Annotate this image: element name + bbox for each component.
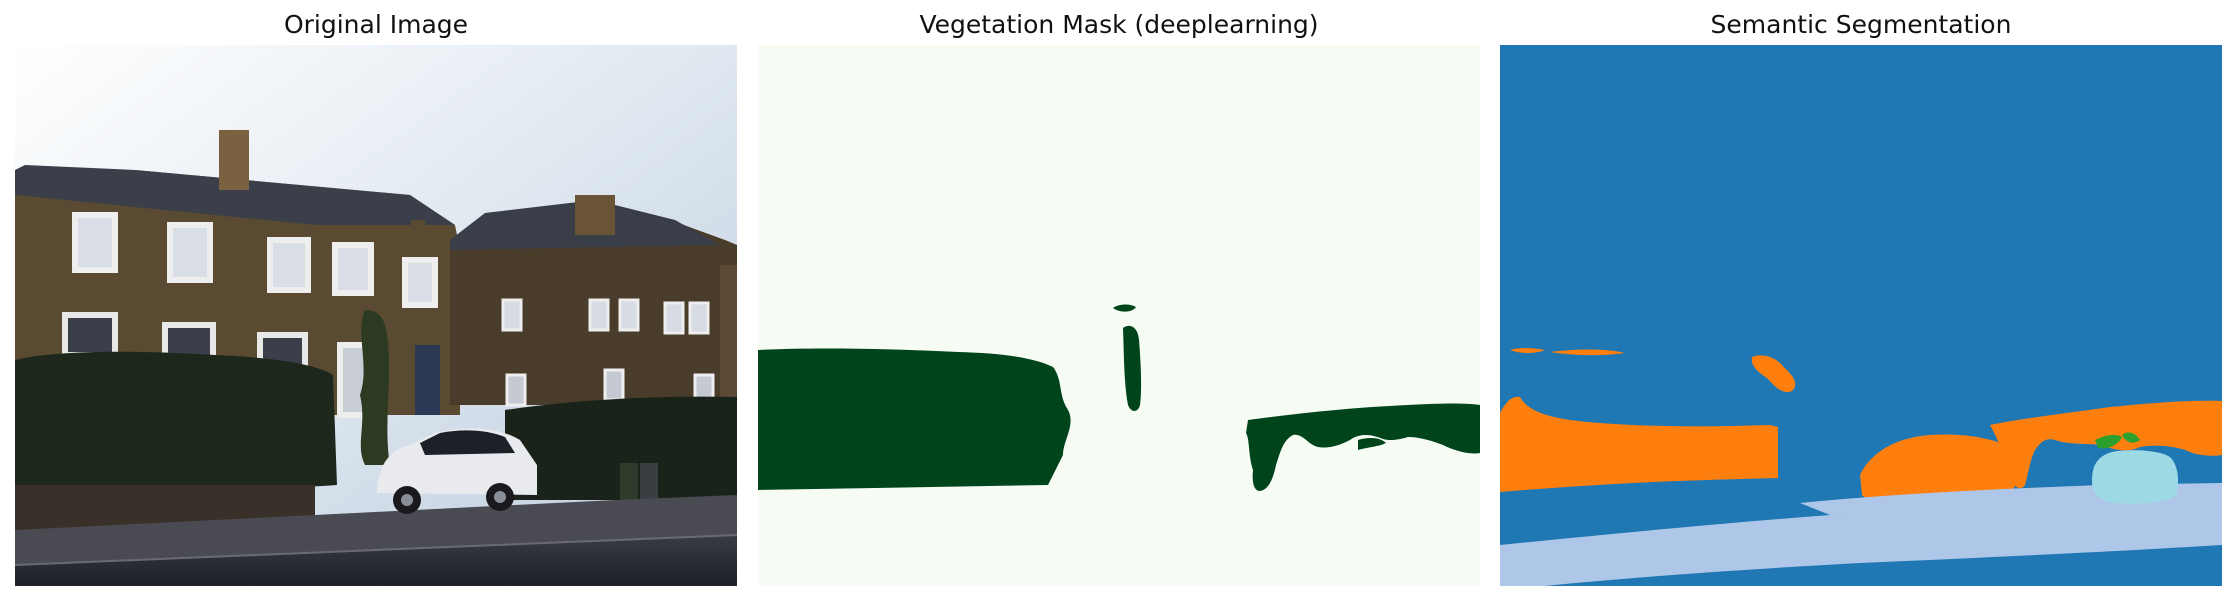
car: [377, 428, 537, 514]
semantic-segmentation-panel: Semantic Segmentation: [1500, 0, 2222, 601]
segment-orange-blob: [1751, 355, 1796, 393]
segment-green-patch: [2122, 432, 2140, 443]
segment-car: [2092, 450, 2178, 504]
segment-orange-streak: [1550, 349, 1625, 356]
vegetation-region-top: [1113, 304, 1136, 312]
right-house: [450, 195, 737, 407]
original-image-panel: Original Image: [15, 0, 737, 601]
segment-road-band: [1500, 495, 2222, 586]
bin: [620, 463, 638, 503]
segment-hedge-center: [1860, 434, 2018, 505]
semantic-segmentation-title: Semantic Segmentation: [1710, 10, 2012, 39]
segment-green-patch: [2095, 434, 2122, 449]
climbing-plant: [360, 310, 390, 465]
kerb: [15, 534, 737, 566]
vegetation-mask-image: [758, 45, 1480, 586]
original-image-title: Original Image: [283, 10, 469, 39]
segment-orange-streak: [1510, 348, 1545, 353]
left-hedge: [15, 351, 337, 495]
vegetation-region-small: [1358, 438, 1386, 450]
mask-background: [758, 45, 1480, 586]
pavement: [15, 495, 737, 565]
vegetation-region-left: [758, 348, 1071, 490]
segment-hedge-left: [1500, 396, 1778, 492]
vegetation-mask-title: Vegetation Mask (deeplearning): [919, 10, 1319, 39]
right-hedge: [505, 396, 737, 500]
vegetation-mask-panel: Vegetation Mask (deeplearning): [758, 0, 1480, 601]
vegetation-region-right: [1246, 403, 1480, 491]
semantic-segmentation-image: [1500, 45, 2222, 586]
original-photo: [15, 45, 737, 586]
road: [15, 535, 737, 586]
bin: [640, 463, 658, 503]
vegetation-region-strip: [1123, 325, 1142, 411]
